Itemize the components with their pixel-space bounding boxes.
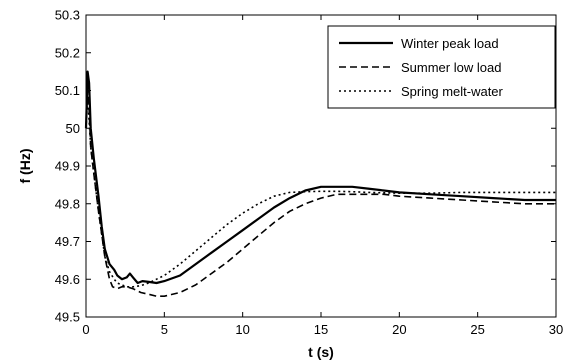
- x-axis-label: t (s): [308, 344, 334, 360]
- y-tick-label: 49.8: [55, 196, 80, 211]
- y-tick-label: 49.7: [55, 234, 80, 249]
- y-tick-label: 49.6: [55, 272, 80, 287]
- series-line-winter-peak-load: [84, 70, 556, 285]
- y-tick-label: 50.1: [55, 83, 80, 98]
- legend: Winter peak load Summer low load Spring …: [327, 25, 556, 109]
- x-tick-label: 10: [235, 322, 249, 337]
- series-layer: [84, 70, 556, 298]
- x-tick-label: 20: [392, 322, 406, 337]
- y-tick-label: 49.9: [55, 159, 80, 174]
- y-axis-label: f (Hz): [17, 149, 33, 184]
- y-tick-label: 50.2: [55, 45, 80, 60]
- y-tick-label: 49.5: [55, 310, 80, 325]
- x-tick-label: 0: [82, 322, 89, 337]
- x-tick-label: 30: [549, 322, 563, 337]
- x-tick-label: 5: [161, 322, 168, 337]
- legend-label-winter-peak-load: Winter peak load: [401, 36, 499, 51]
- legend-label-summer-low-load: Summer low load: [401, 60, 501, 75]
- x-axis: 0 5 10 15 20 25 30: [82, 15, 563, 337]
- x-tick-label: 15: [314, 322, 328, 337]
- legend-label-spring-melt-water: Spring melt-water: [401, 84, 504, 99]
- y-axis: 49.5 49.6 49.7 49.8 49.9 50 50.1 50.2 50.3: [55, 8, 556, 325]
- x-tick-label: 25: [470, 322, 484, 337]
- y-tick-label: 50.3: [55, 8, 80, 23]
- y-tick-label: 50: [66, 121, 80, 136]
